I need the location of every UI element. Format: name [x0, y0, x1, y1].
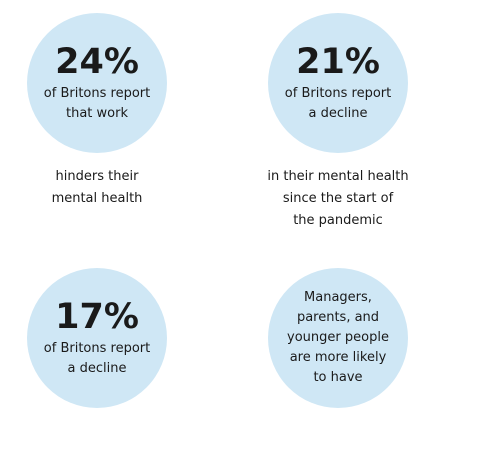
stat-4-circle-line-4: are more likely — [289, 350, 387, 365]
stat-3-circle-line-1: of Britons report — [43, 340, 151, 356]
stat-1-percent: 24% — [55, 41, 139, 82]
stat-2-caption-line-1: in their mental health — [267, 169, 409, 184]
stat-1-circle-line-1: of Britons report — [43, 85, 151, 101]
stat-circle-1: 24% of Britons report that work — [27, 13, 167, 153]
stat-1-caption: hinders their mental health — [27, 166, 167, 210]
stat-4-circle-line-2: parents, and — [296, 310, 380, 325]
stat-circle-4: Managers, parents, and younger people ar… — [268, 268, 408, 408]
stat-4-circle-line-5: to have — [313, 370, 363, 385]
stat-2-caption: in their mental health since the start o… — [253, 166, 423, 232]
stat-2-percent: 21% — [296, 41, 380, 82]
stat-circle-2: 21% of Britons report a decline — [268, 13, 408, 153]
stat-3-percent: 17% — [55, 296, 139, 337]
stat-2-caption-line-2: since the start of — [282, 191, 394, 206]
stat-2-circle-line-2: a decline — [308, 105, 368, 121]
stat-1-circle-line-2: that work — [66, 105, 128, 121]
stat-2-circle-line-1: of Britons report — [284, 85, 392, 101]
stat-3-circle-line-2: a decline — [67, 360, 127, 376]
stat-2-caption-line-3: the pandemic — [293, 213, 383, 228]
stat-1-caption-line-2: mental health — [51, 191, 143, 206]
stat-1-caption-line-1: hinders their — [55, 169, 139, 184]
stat-4-circle-line-3: younger people — [287, 330, 389, 345]
stat-circle-3: 17% of Britons report a decline — [27, 268, 167, 408]
stat-4-circle-line-1: Managers, — [304, 290, 372, 305]
